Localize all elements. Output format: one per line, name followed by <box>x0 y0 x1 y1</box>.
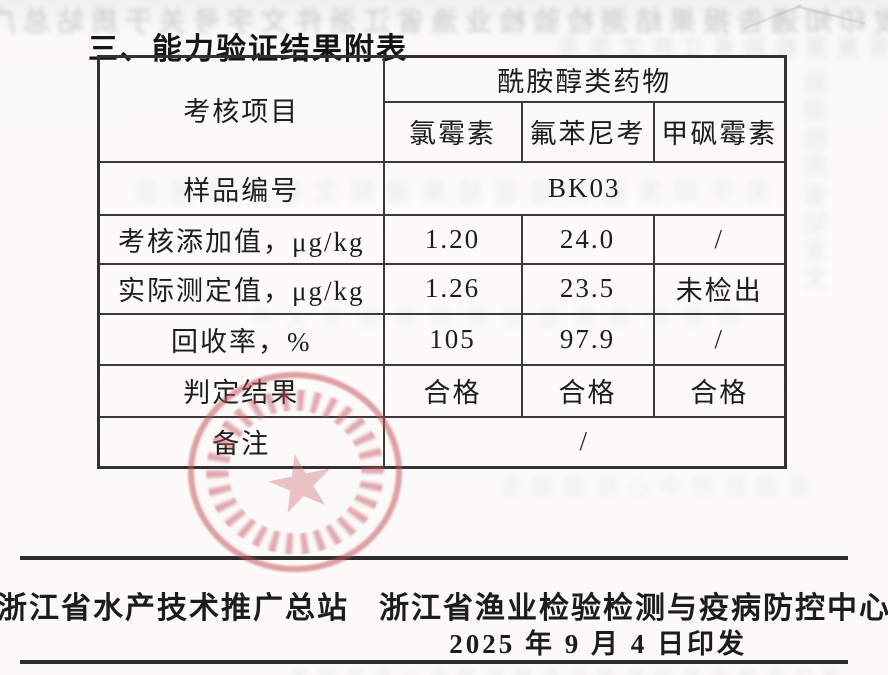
drug-group-header-cell: 酰胺醇类药物 <box>382 55 787 103</box>
row-label-measured-value: 实际测定值，μg/kg <box>97 262 385 315</box>
bleedthrough-text-right: 验测检质省站发文 <box>804 70 832 294</box>
table-row: 实际测定值，μg/kg 1.26 23.5 未检出 <box>97 262 787 315</box>
table-row: 备注 / <box>97 415 787 469</box>
recovery-chloramphenicol: 105 <box>382 312 523 366</box>
column-header-chloramphenicol: 氯霉素 <box>382 100 523 163</box>
proficiency-results-table: 考核项目 酰胺醇类药物 氯霉素 氟苯尼考 甲砜霉素 样品编号 BK03 考核添加… <box>97 55 787 469</box>
row-label-sample-id: 样品编号 <box>97 160 385 216</box>
bleedthrough-text-lower: 疫病防控中心检测报告 <box>489 476 810 501</box>
measured-chloramphenicol: 1.26 <box>382 262 523 315</box>
spiked-thiamphenicol: / <box>652 213 787 265</box>
table-row: 判定结果 合格 合格 合格 <box>97 363 787 418</box>
spiked-florfenicol: 24.0 <box>520 213 655 265</box>
measured-florfenicol: 23.5 <box>520 262 655 315</box>
recovery-thiamphenicol: / <box>652 312 787 366</box>
bleedthrough-text-bottom: 浙江省渔业检验检测与疫病防控中心文件印发 <box>60 664 840 675</box>
recovery-florfenicol: 97.9 <box>520 312 655 366</box>
row-label-recovery: 回收率，% <box>97 312 385 366</box>
sample-id-value: BK03 <box>382 160 787 216</box>
spiked-chloramphenicol: 1.20 <box>382 213 523 265</box>
footer-bottom-rule <box>20 660 848 664</box>
footer-print-date: 2025 年 9 月 4 日印发 <box>449 629 747 659</box>
remark-value: / <box>382 415 787 469</box>
column-header-florfenicol: 氟苯尼考 <box>520 100 655 163</box>
org-name-left: 浙江省水产技术推广总站 <box>0 592 349 625</box>
table-row: 回收率，% 105 97.9 / <box>97 312 787 366</box>
judgement-thiamphenicol: 合格 <box>652 363 787 418</box>
footer-top-rule <box>20 556 848 560</box>
fold-mark <box>796 5 866 25</box>
column-header-thiamphenicol: 甲砜霉素 <box>652 100 787 163</box>
row-label-spiked-value: 考核添加值，μg/kg <box>97 213 385 265</box>
footer-organizations: 浙江省水产技术推广总站 浙江省渔业检验检测与疫病防控中心 <box>0 583 888 627</box>
measured-thiamphenicol: 未检出 <box>652 262 787 315</box>
row-label-remark: 备注 <box>97 415 385 469</box>
judgement-chloramphenicol: 合格 <box>382 363 523 418</box>
org-name-right: 浙江省渔业检验检测与疫病防控中心 <box>379 592 888 625</box>
table-row: 样品编号 BK03 <box>97 160 787 216</box>
corner-header-cell: 考核项目 <box>97 55 385 163</box>
row-label-judgement: 判定结果 <box>97 363 385 418</box>
table-row: 考核添加值，μg/kg 1.20 24.0 / <box>97 213 787 265</box>
judgement-florfenicol: 合格 <box>520 363 655 418</box>
fold-mark <box>743 4 803 30</box>
